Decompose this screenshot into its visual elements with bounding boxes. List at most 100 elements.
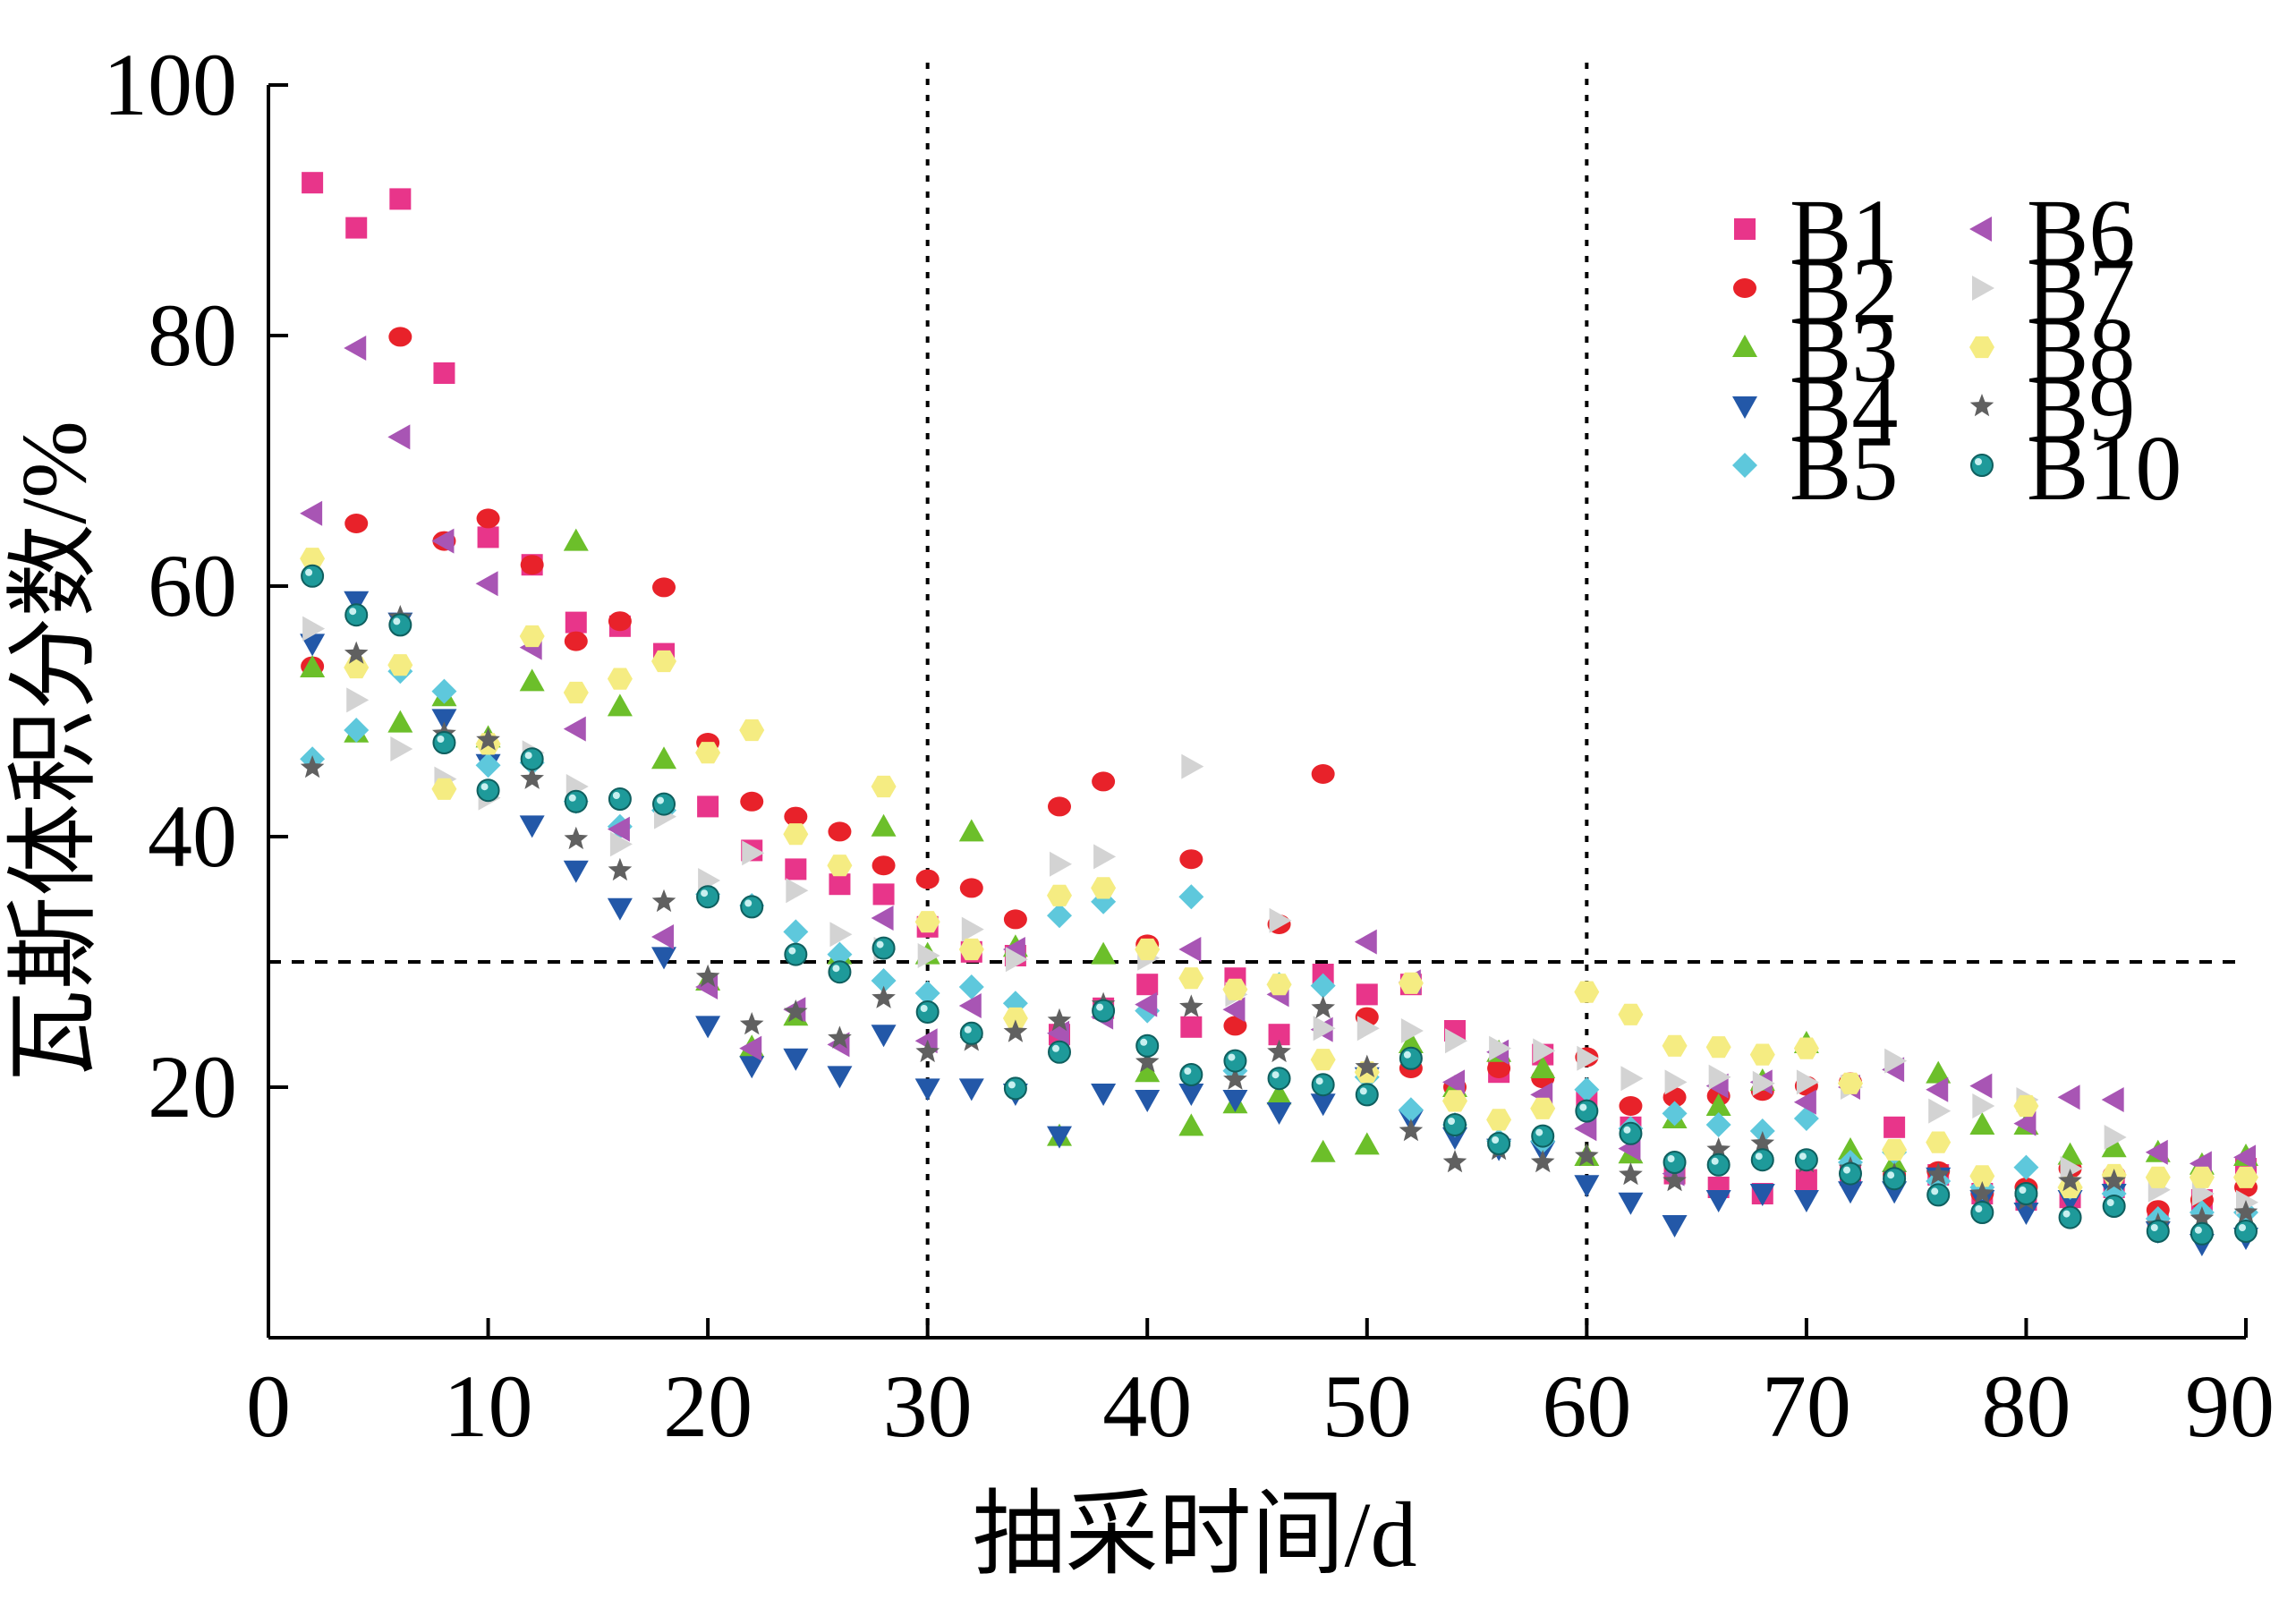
- data-point: [564, 826, 589, 850]
- data-point: [1354, 929, 1377, 955]
- data-point: [2013, 1094, 2039, 1118]
- data-point: [1222, 978, 1248, 1000]
- legend-label: B2: [1790, 240, 1898, 343]
- data-point: [2057, 1084, 2080, 1110]
- data-point: [1794, 1148, 1818, 1172]
- data-point-highlight: [1096, 1003, 1104, 1011]
- data-point: [1091, 941, 1117, 965]
- data-point: [1619, 1121, 1643, 1145]
- y-tick-label: 60: [148, 536, 237, 635]
- data-point: [1838, 1072, 1863, 1094]
- data-point: [1574, 1116, 1597, 1142]
- legend-label: B5: [1790, 417, 1898, 520]
- data-point: [1664, 1069, 1688, 1095]
- data-point: [2101, 1087, 2124, 1112]
- data-point: [2102, 1195, 2126, 1218]
- data-point: [783, 919, 809, 945]
- data-point: [829, 873, 851, 896]
- data-point: [1311, 1073, 1335, 1097]
- x-tick-label: 0: [246, 1357, 291, 1456]
- data-point: [914, 981, 940, 1006]
- data-point: [300, 634, 326, 657]
- data-point: [519, 625, 545, 648]
- series-B10: [301, 564, 2258, 1246]
- data-point: [740, 895, 764, 919]
- data-point: [1222, 1090, 1248, 1112]
- data-markers: [300, 172, 2258, 1256]
- data-point: [563, 681, 589, 704]
- legend-label: B6: [2027, 181, 2135, 284]
- data-point: [1662, 1151, 1687, 1174]
- data-point: [739, 1035, 762, 1061]
- data-point: [1620, 1066, 1644, 1092]
- x-tick-label: 60: [1542, 1357, 1631, 1456]
- legend-label: B1: [1790, 181, 1898, 284]
- data-point: [1883, 1167, 1907, 1191]
- data-point: [872, 936, 896, 960]
- data-point: [302, 616, 326, 642]
- data-point: [958, 819, 984, 842]
- data-point: [2234, 1220, 2258, 1243]
- data-point-highlight: [1579, 1103, 1587, 1111]
- data-point-highlight: [1492, 1136, 1500, 1144]
- data-point: [958, 1078, 984, 1101]
- data-point: [1574, 981, 1600, 1003]
- data-point: [1574, 1076, 1600, 1102]
- data-point: [1970, 1201, 1994, 1224]
- data-point: [344, 718, 370, 743]
- data-point: [475, 753, 501, 778]
- data-point: [563, 860, 589, 883]
- data-point-highlight: [1711, 1157, 1719, 1165]
- data-point: [300, 755, 325, 778]
- data-point: [477, 526, 499, 549]
- data-point: [959, 878, 983, 898]
- data-point: [1662, 1101, 1688, 1127]
- data-point: [1266, 1082, 1292, 1105]
- legend-label: B10: [2027, 417, 2181, 520]
- data-point: [301, 564, 325, 588]
- data-point: [1310, 1093, 1336, 1117]
- data-point: [1926, 1183, 1951, 1207]
- data-point: [1178, 1113, 1204, 1136]
- x-tick-label: 50: [1322, 1357, 1412, 1456]
- data-point: [739, 719, 765, 742]
- data-point-highlight: [1755, 1152, 1763, 1161]
- data-point: [696, 885, 720, 909]
- data-point: [827, 855, 853, 877]
- data-point: [2233, 1200, 2258, 1223]
- data-point-highlight: [1184, 1067, 1192, 1075]
- data-point: [2060, 1156, 2083, 1181]
- data-point: [389, 188, 412, 210]
- legend-marker: [1969, 217, 1992, 242]
- data-point-highlight: [1535, 1128, 1543, 1136]
- data-point: [1047, 903, 1072, 929]
- data-point: [784, 806, 808, 827]
- data-point: [1178, 1084, 1204, 1106]
- data-point: [1926, 1060, 1952, 1084]
- data-point: [1839, 1161, 1862, 1186]
- reference-lines: [268, 63, 2246, 1338]
- data-point: [433, 362, 455, 384]
- data-point: [651, 947, 676, 970]
- data-point: [1618, 1003, 1644, 1025]
- data-point-highlight: [1931, 1187, 1939, 1195]
- data-point-highlight: [1403, 1050, 1411, 1059]
- data-point: [1092, 771, 1116, 792]
- data-point: [829, 922, 853, 948]
- data-point: [1705, 1036, 1731, 1059]
- data-point: [2233, 1166, 2258, 1188]
- x-tick-label: 30: [883, 1357, 973, 1456]
- data-point: [959, 1021, 983, 1045]
- data-point: [914, 911, 940, 933]
- data-point: [1222, 997, 1246, 1023]
- data-point: [742, 840, 765, 866]
- x-tick-label: 70: [1762, 1357, 1851, 1456]
- data-point-highlight: [876, 940, 884, 948]
- data-point: [2057, 1176, 2083, 1199]
- data-point: [1003, 1076, 1027, 1101]
- data-point: [344, 591, 370, 614]
- data-point: [1793, 1190, 1819, 1212]
- data-point: [2013, 1154, 2039, 1180]
- data-point: [827, 941, 853, 967]
